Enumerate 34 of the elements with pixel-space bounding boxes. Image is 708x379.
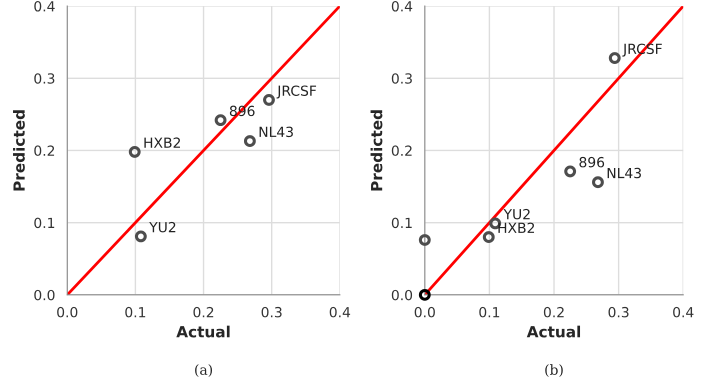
x-axis-title: Actual — [176, 326, 230, 338]
x-tick-label: 0.0 — [57, 306, 78, 318]
annotation: NL43 — [608, 168, 641, 178]
y-tick-label: 0.0 — [34, 290, 55, 300]
x-tick-label: 0.2 — [193, 306, 214, 318]
x-tick-label: 0.4 — [673, 306, 694, 318]
y-tick-label: 0.0 — [392, 290, 412, 300]
x-tick-label: 0.3 — [262, 306, 282, 318]
x-tick-label: 0.2 — [544, 306, 564, 318]
x-tick-label: 0.3 — [608, 306, 629, 318]
annotation: JRCSF — [276, 85, 316, 99]
y-tick-label: 0.2 — [34, 145, 54, 156]
y-tick-label: 0.3 — [34, 73, 54, 84]
y-tick-label: 0.1 — [34, 218, 54, 228]
annotation: YU2 — [149, 222, 176, 232]
x-tick-label: 0.1 — [479, 306, 500, 318]
x-tick-label: 0.4 — [330, 306, 350, 318]
text: (b) — [545, 364, 563, 377]
annotation: HXB2 — [144, 137, 180, 148]
y-axis-title: Predicted — [13, 110, 25, 191]
y-tick-label: 0.4 — [34, 1, 55, 12]
x-tick-label: 0.1 — [125, 306, 146, 318]
y-tick-label: 0.3 — [392, 73, 412, 84]
annotation: YU2 — [504, 208, 530, 220]
annotation: NL43 — [260, 126, 293, 138]
annotation: 896 — [579, 156, 604, 168]
y-tick-label: 0.4 — [392, 1, 412, 12]
text: (a) — [195, 364, 212, 377]
y-tick-label: 0.1 — [392, 218, 412, 228]
x-tick-label: 0.0 — [414, 306, 435, 318]
y-axis-title: Predicted — [370, 110, 382, 191]
annotation: HXB2 — [498, 222, 534, 233]
x-axis-title: Actual — [526, 326, 580, 338]
y-tick-label: 0.2 — [392, 145, 412, 156]
